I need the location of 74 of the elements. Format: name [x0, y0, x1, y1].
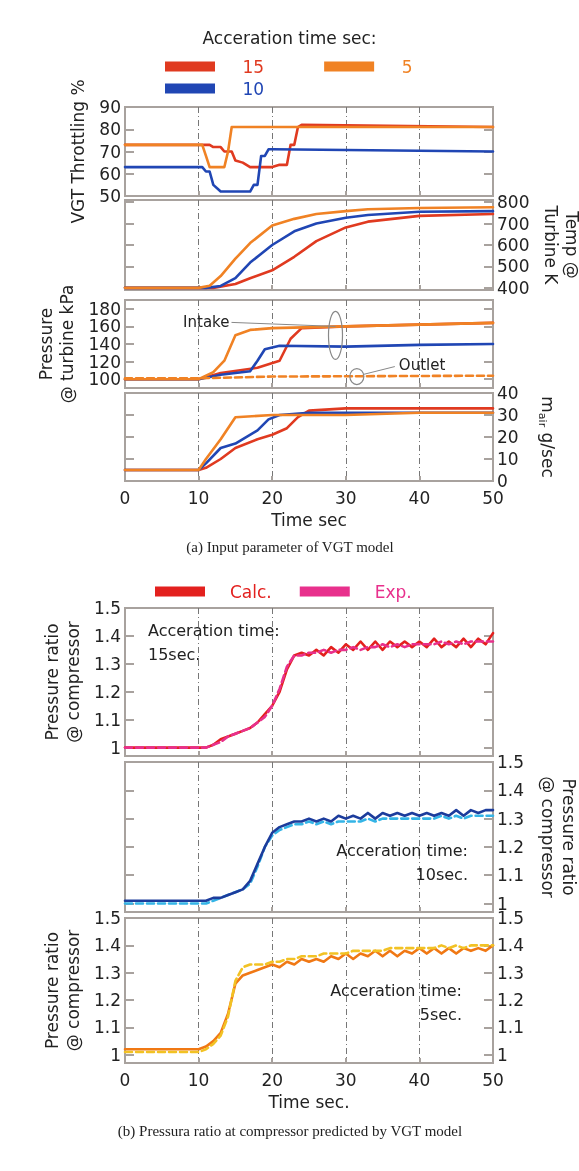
y-tick-label: 70	[99, 141, 121, 162]
x-tick-label: 10	[187, 1069, 210, 1090]
legend-label: Exp.	[374, 581, 412, 602]
x-tick-label: 10	[187, 487, 210, 508]
x-tick-label: 40	[408, 487, 431, 508]
x-tick-label: 40	[408, 1069, 431, 1090]
y-axis-title: Pressure ratio @ compressor	[41, 621, 83, 743]
y2-tick-label: 1.4	[497, 780, 525, 801]
y2-tick-label: 600	[497, 235, 530, 255]
y2-tick-label: 1.3	[497, 808, 525, 829]
x-axis-title: Time sec	[270, 509, 347, 530]
y-tick-label: 140	[88, 334, 121, 354]
y-tick-label: 1.4	[93, 935, 121, 956]
annotation: Acceration time: 10sec.	[336, 840, 468, 884]
y2-axis-title: Pressure ratio @ compressor	[537, 776, 579, 898]
text: (a) Input parameter of VGT model	[186, 539, 394, 556]
legend-title: Acceration time sec:	[202, 27, 377, 48]
y-tick-label: 90	[99, 97, 121, 117]
y-tick-label: 1.1	[93, 709, 121, 730]
y-tick-label: 1.3	[93, 653, 121, 674]
x-tick-label: 0	[119, 1069, 131, 1090]
x-tick-label: 30	[334, 487, 357, 508]
y-tick-label: 1.3	[93, 962, 121, 983]
y2-tick-label: 10	[497, 449, 519, 469]
x-tick-label: 50	[482, 1069, 504, 1090]
y2-tick-label: 1.2	[497, 836, 525, 857]
y-tick-label: 1	[110, 737, 121, 758]
y-tick-label: 120	[88, 351, 121, 372]
y-axis-title: Pressure ratio @ compressor	[41, 929, 83, 1052]
y-tick-label: 1.2	[93, 990, 121, 1011]
annotation: Acceration time: 5sec.	[330, 980, 462, 1024]
y2-tick-label: 1.3	[497, 962, 525, 983]
x-axis-title: Time sec.	[267, 1091, 350, 1112]
y-tick-label: 50	[99, 186, 121, 206]
y2-tick-label: 400	[497, 277, 530, 298]
y2-tick-label: 1.2	[497, 990, 525, 1011]
y2-tick-label: 800	[497, 192, 530, 213]
y2-axis-title: mair g/sec	[536, 396, 558, 478]
x-tick-label: 20	[261, 1069, 284, 1090]
y-tick-label: 1	[110, 1044, 121, 1065]
legend-label: 5	[401, 56, 413, 77]
y2-tick-label: 1.5	[497, 752, 525, 772]
y2-axis-title: Temp @ Turbine K	[540, 204, 579, 286]
y-tick-label: 1.2	[93, 681, 121, 702]
x-tick-label: 0	[119, 487, 131, 508]
y-axis-title: Pressure @ turbine kPa	[36, 284, 78, 404]
y-tick-label: 1.5	[93, 598, 121, 618]
annotation: Intake	[183, 313, 230, 332]
legend-label: 15	[242, 56, 265, 77]
y2-tick-label: 700	[497, 213, 530, 234]
x-tick-label: 20	[261, 487, 284, 508]
y2-tick-label: 40	[497, 383, 519, 403]
annotation: Acceration time: 15sec.	[148, 620, 280, 664]
y2-tick-label: 1.1	[497, 1017, 525, 1038]
y2-tick-label: 1.4	[497, 935, 525, 956]
legend-label: 10	[242, 78, 265, 99]
y2-tick-label: 500	[497, 256, 530, 277]
y-axis-title: VGT Throttling %	[67, 79, 88, 224]
y2-tick-label: 20	[497, 427, 519, 447]
y2-tick-label: 30	[497, 405, 519, 425]
y-tick-label: 180	[88, 298, 121, 319]
y-tick-label: 1.1	[93, 1017, 121, 1038]
y-tick-label: 80	[99, 119, 121, 140]
x-tick-label: 30	[334, 1069, 357, 1090]
text: (b) Pressura ratio at compressor predicted by VGT model	[117, 1123, 463, 1140]
y2-tick-label: 1.1	[497, 865, 525, 886]
y-tick-label: 160	[88, 316, 121, 337]
y-tick-label: 1.5	[93, 908, 121, 928]
annotation: Outlet	[398, 355, 446, 374]
y-tick-label: 100	[88, 369, 121, 390]
legend-label: Calc.	[230, 581, 272, 602]
y2-tick-label: 1	[497, 1044, 508, 1065]
y-tick-label: 60	[99, 163, 121, 184]
y-tick-label: 1.4	[93, 625, 121, 646]
